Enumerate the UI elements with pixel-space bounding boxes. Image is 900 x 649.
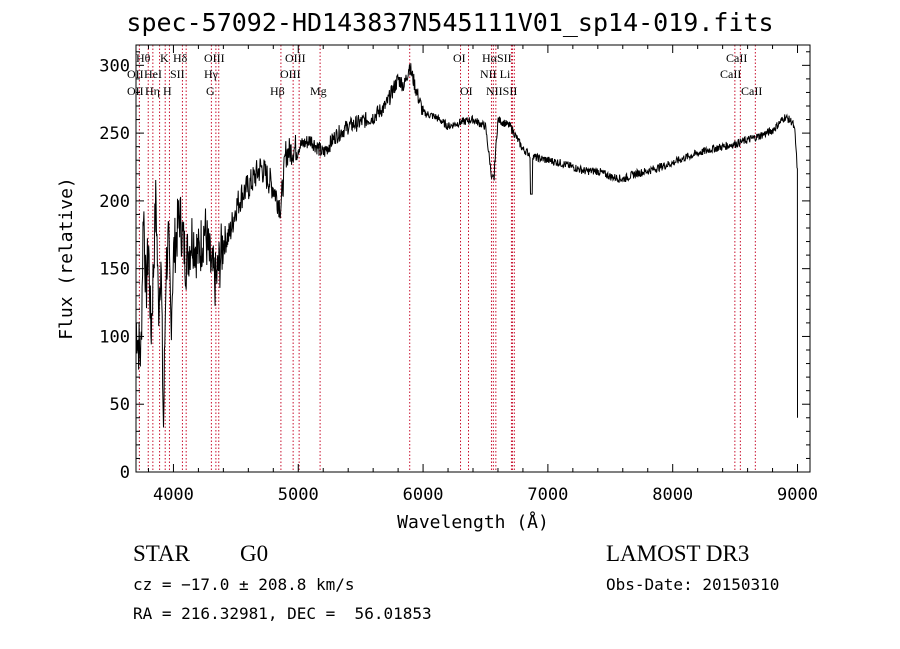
line-label: OI bbox=[453, 51, 466, 65]
survey-label: LAMOST DR3 bbox=[606, 541, 750, 566]
y-tick-label: 0 bbox=[120, 463, 130, 483]
emission-line-markers bbox=[138, 45, 756, 472]
x-axis-label: Wavelength (Å) bbox=[397, 511, 549, 533]
y-tick-label: 150 bbox=[99, 260, 130, 280]
line-label: G bbox=[206, 84, 215, 98]
x-tick-label: 6000 bbox=[403, 485, 444, 505]
spectrum-line bbox=[135, 63, 798, 428]
chart-title: spec-57092-HD143837N545111V01_sp14-019.f… bbox=[126, 8, 774, 37]
object-type: STAR bbox=[133, 541, 190, 566]
line-label: OI bbox=[460, 84, 473, 98]
y-tick-label: 50 bbox=[110, 395, 130, 415]
line-label: OII bbox=[127, 84, 144, 98]
subclass: G0 bbox=[240, 541, 269, 566]
line-label: OIII bbox=[285, 51, 306, 65]
line-label: CaII bbox=[741, 84, 762, 98]
line-label: OIII bbox=[280, 67, 301, 81]
line-label: HαSII bbox=[482, 51, 512, 65]
plot-axes: 4000 5000 6000 7000 8000 9000 0 50 100 150 200 250 3… bbox=[56, 44, 818, 533]
y-tick-label: 300 bbox=[99, 56, 130, 76]
y-tick-label: 100 bbox=[99, 327, 130, 347]
x-tick-label: 4000 bbox=[153, 485, 194, 505]
y-axis-label: Flux (relative) bbox=[56, 177, 77, 340]
line-label: H bbox=[163, 84, 172, 98]
line-label: Hβ bbox=[270, 84, 285, 98]
line-label: Hη bbox=[145, 84, 160, 98]
line-label: Hθ bbox=[136, 51, 151, 65]
x-tick-label: 7000 bbox=[527, 485, 568, 505]
x-tick-label: 5000 bbox=[278, 485, 319, 505]
y-tick-label: 250 bbox=[99, 124, 130, 144]
line-label: CaII bbox=[726, 51, 747, 65]
line-label: CaII bbox=[720, 67, 741, 81]
line-label: Hγ bbox=[204, 67, 219, 81]
redshift-cz: cz = −17.0 ± 208.8 km/s bbox=[133, 575, 355, 594]
spectrum-series bbox=[135, 63, 798, 428]
line-label: K bbox=[160, 51, 169, 65]
line-label: Hδ bbox=[173, 51, 188, 65]
coordinates: RA = 216.32981, DEC = 56.01853 bbox=[133, 604, 432, 623]
plot-frame bbox=[135, 44, 811, 473]
line-label: OII bbox=[127, 67, 144, 81]
line-label: Mg bbox=[310, 84, 327, 98]
x-tick-label: 8000 bbox=[652, 485, 693, 505]
y-tick-label: 200 bbox=[99, 192, 130, 212]
line-label: OIII bbox=[204, 51, 225, 65]
line-label: NII Li bbox=[480, 67, 511, 81]
line-label: NIISII bbox=[486, 84, 517, 98]
obs-date: Obs-Date: 20150310 bbox=[606, 575, 780, 594]
x-tick-label: 9000 bbox=[777, 485, 818, 505]
line-label: SII bbox=[170, 67, 185, 81]
line-labels: Hθ K Hδ OIII OII HeI SII Hγ OII Hη H G Hβ OIII OIII Mg O… bbox=[127, 51, 762, 98]
line-label: HeI bbox=[144, 67, 162, 81]
